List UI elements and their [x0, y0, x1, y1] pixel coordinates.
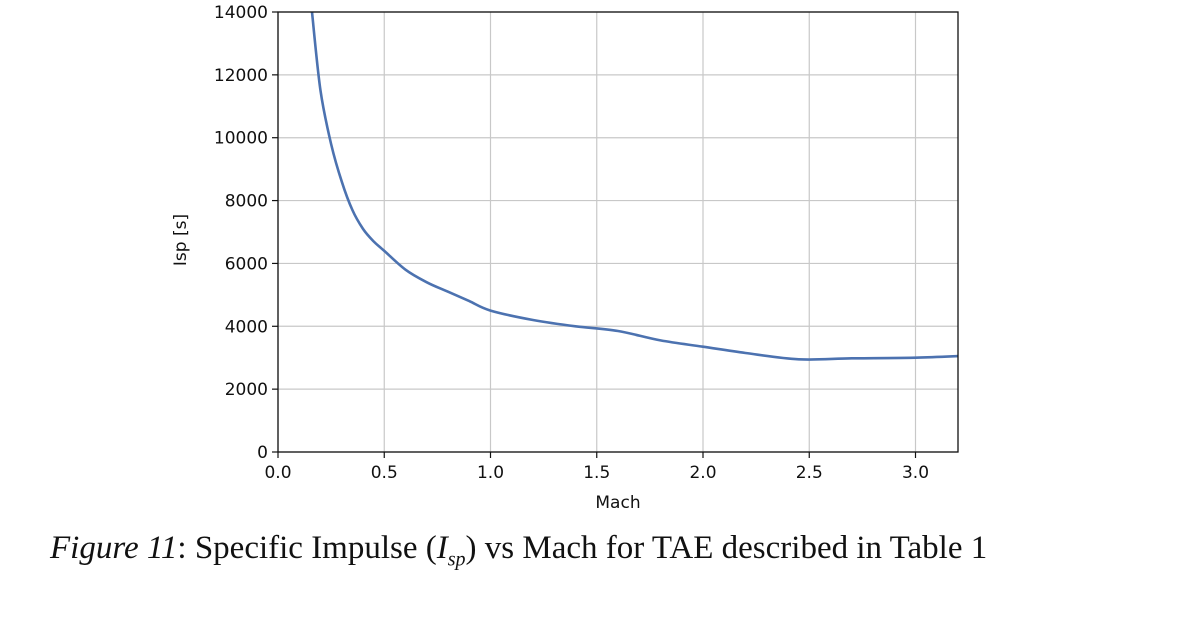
y-tick-label: 10000 [214, 129, 268, 149]
x-axis-label: Mach [595, 493, 640, 513]
isp-series-line [310, 12, 958, 361]
y-tick-label: 12000 [214, 66, 268, 86]
caption-text-before: : Specific Impulse ( [177, 530, 437, 566]
grid-lines [277, 11, 958, 453]
series-line-group [310, 12, 958, 361]
x-tick-label: 0.5 [371, 463, 398, 483]
y-tick-label: 8000 [225, 192, 268, 212]
y-tick-label: 4000 [225, 317, 268, 337]
isp-vs-mach-chart: 0.0 0.5 1.0 1.5 2.0 2.5 3.0 0 2000 4000 6000 8000 10… [171, 3, 959, 513]
x-tick-label: 3.0 [902, 463, 929, 483]
caption-figure-number: Figure 11 [50, 530, 178, 566]
figure-caption: Figure 11: Specific Impulse (Isp) vs Mac… [50, 530, 987, 572]
x-tick-label: 0.0 [264, 463, 291, 483]
x-tick-label: 1.0 [477, 463, 504, 483]
x-tick-label: 1.5 [583, 463, 610, 483]
y-axis-label: Isp [s] [171, 214, 191, 266]
y-tick-label: 2000 [225, 380, 268, 400]
plot-frame [277, 11, 959, 453]
y-tick-label: 0 [257, 443, 268, 463]
y-tick-label: 6000 [225, 254, 268, 274]
axis-ticks: 0.0 0.5 1.0 1.5 2.0 2.5 3.0 0 2000 4000 6000 8000 10… [214, 3, 929, 483]
y-tick-label: 14000 [214, 3, 268, 23]
caption-symbol-subscript: sp [447, 548, 466, 571]
x-tick-label: 2.5 [796, 463, 823, 483]
x-tick-label: 2.0 [689, 463, 716, 483]
caption-symbol: I [436, 530, 448, 566]
caption-text-after: ) vs Mach for TAE described in Table 1 [465, 530, 988, 566]
